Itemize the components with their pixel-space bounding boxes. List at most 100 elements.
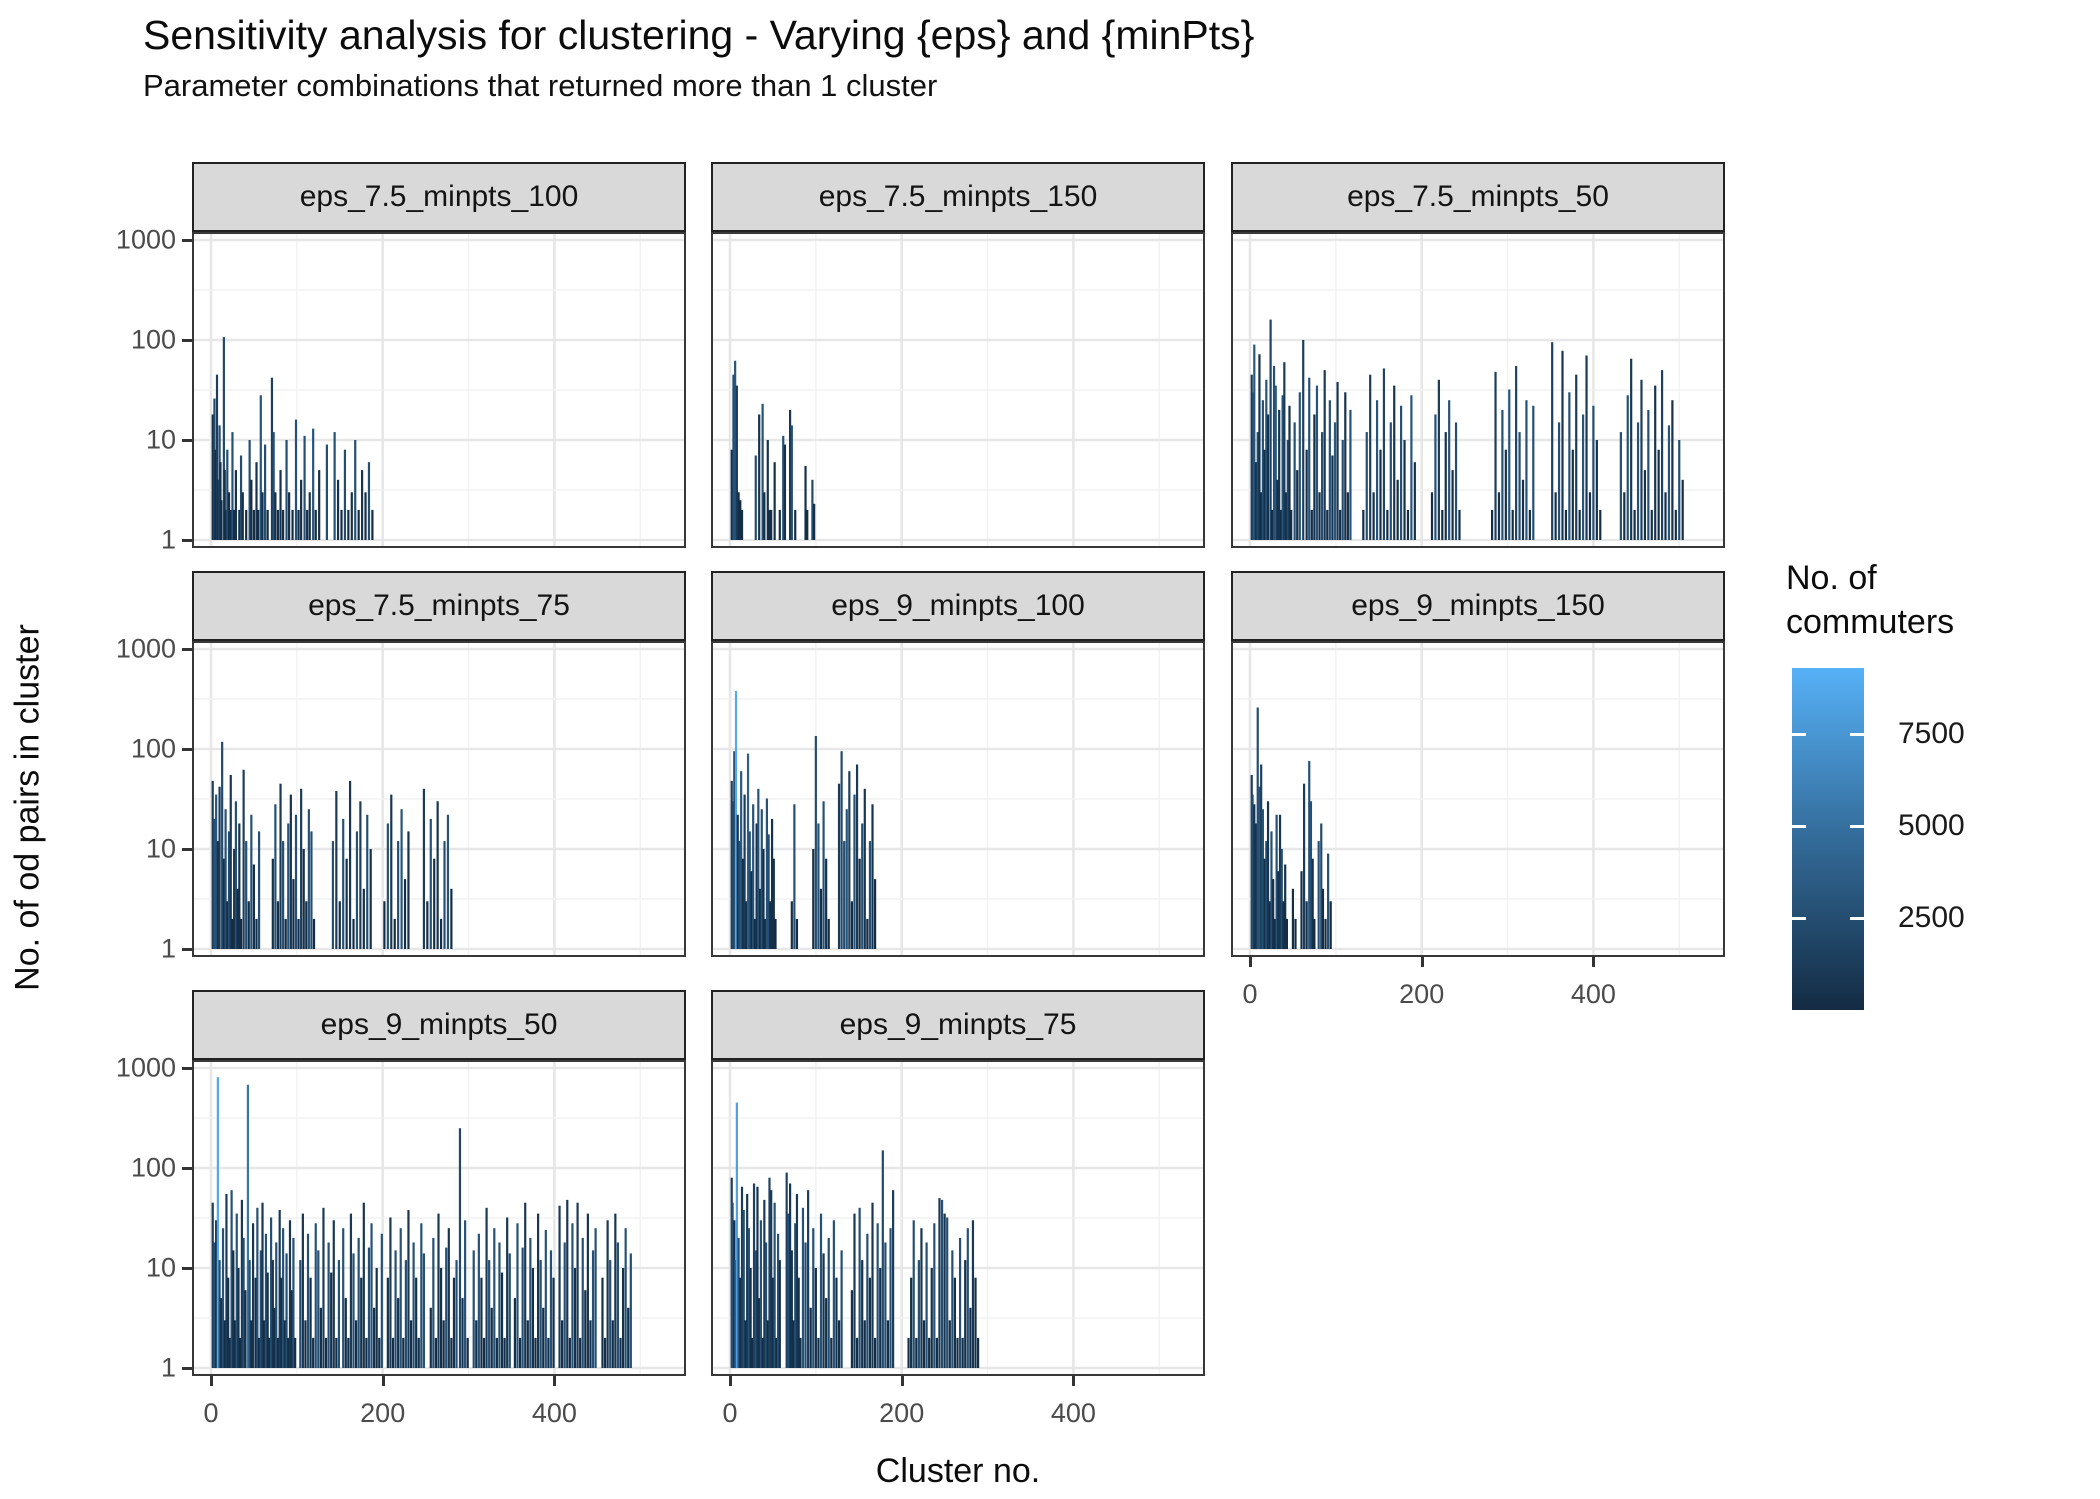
bar [735,1102,738,1368]
facet-panel [711,1060,1205,1376]
bar [845,809,848,949]
bar [734,360,737,540]
bar [364,492,367,540]
bar [743,794,746,949]
bar [1630,358,1633,540]
bar [1403,440,1406,540]
bar [1253,344,1256,540]
bar [304,1320,307,1368]
bar [289,794,292,949]
bar [1349,409,1352,540]
bar [352,1253,355,1368]
bar [232,1250,235,1368]
bar [239,455,243,540]
bar [415,1277,418,1368]
bar [445,1247,448,1368]
x-tick-mark [1072,1376,1076,1386]
legend-tick-label: 2500 [1898,901,1965,935]
bar [299,1260,302,1368]
bar [1263,858,1266,949]
bar [221,1228,225,1368]
bar [531,1268,535,1368]
bar [731,1202,734,1368]
bar [273,1307,276,1368]
bar [1640,379,1643,540]
bar [252,864,256,949]
bar [858,858,861,949]
bar [282,841,285,949]
bar [1254,823,1258,949]
bar [1578,509,1581,540]
bar [288,1220,292,1368]
bar [261,1202,264,1368]
bar [884,1242,887,1368]
bar [1266,414,1270,540]
bar [230,1190,233,1368]
bar [380,1233,383,1368]
bar [373,1307,376,1368]
bar [566,1199,569,1368]
bar [1321,432,1324,540]
bar [360,1277,363,1368]
bar [1678,440,1681,540]
bar [227,1277,230,1368]
bar [848,771,851,949]
bar [1518,432,1521,540]
bar [1585,355,1588,540]
facet-strip-label: eps_9_minpts_50 [192,990,686,1060]
bar [795,918,799,949]
bar [614,1213,617,1368]
legend-colorbar [1792,668,1864,1010]
bar [804,1242,807,1368]
bar [312,1337,315,1368]
bar [920,1228,923,1368]
facet-strip-label: eps_7.5_minpts_50 [1231,162,1725,232]
bar [603,1337,607,1368]
bar [218,1260,221,1368]
bar [624,1228,627,1368]
bar [1250,374,1253,540]
bar [752,1183,756,1368]
bar [235,1213,238,1368]
bar [213,818,216,949]
bar [251,1223,255,1368]
bar [271,1260,274,1368]
bar [338,901,341,949]
bar [319,1307,322,1368]
bar [1504,449,1507,540]
bar [1278,409,1281,540]
bar [752,804,755,949]
bar [1592,405,1595,540]
bar [819,1213,823,1368]
bar [1657,449,1660,540]
bar [629,1253,632,1368]
bar [868,1277,872,1368]
bar [1494,371,1497,540]
x-tick-label: 400 [531,1398,577,1428]
bar [1588,492,1592,540]
bar [1329,901,1332,949]
bar [434,1337,438,1368]
bar [294,1337,297,1368]
bar [312,918,316,949]
bar [284,918,287,949]
bar [817,1337,820,1368]
bar [917,1260,920,1368]
bar [220,500,223,540]
bar [953,1277,957,1368]
bar [1271,509,1274,540]
x-tick-mark [210,1376,213,1386]
bar [442,1320,445,1368]
bar [314,509,317,540]
bar [242,1237,245,1368]
bar [1448,400,1451,540]
bar [1497,492,1501,540]
bar [213,1242,216,1368]
bar [773,462,776,540]
bar [231,432,234,540]
bar [282,1228,285,1368]
bar [873,1337,877,1368]
bar [1291,888,1295,949]
bar [1279,509,1283,540]
bar [521,1247,524,1368]
